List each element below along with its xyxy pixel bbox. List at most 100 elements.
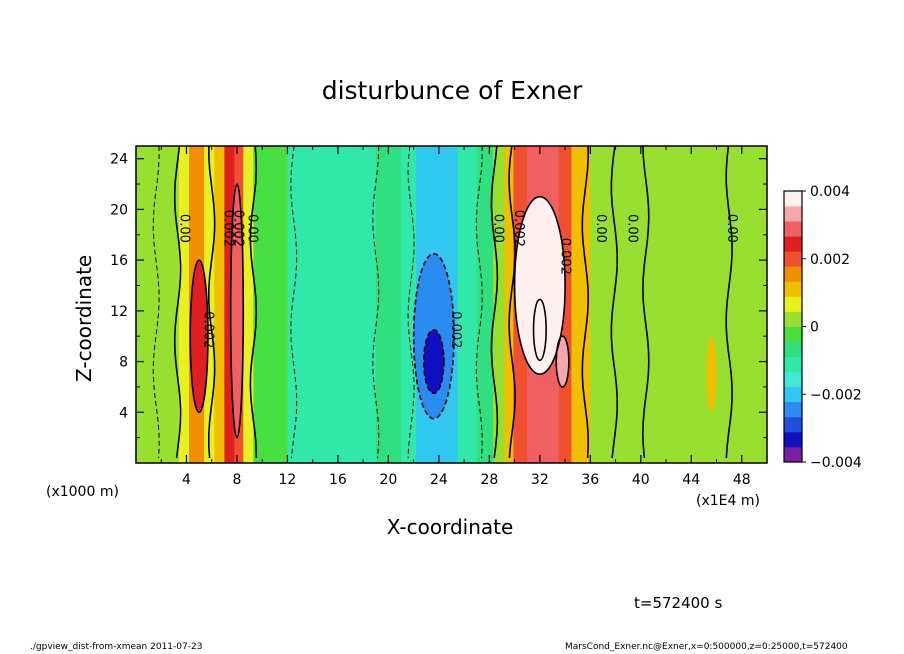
- heatmap-band: [224, 146, 235, 463]
- footer-left: ./gpview_dist-from-xmean 2011-07-23: [30, 642, 203, 652]
- contour-loop: [412, 252, 455, 420]
- colorbar-segment: [784, 326, 802, 342]
- colorbar-segment: [784, 251, 802, 267]
- contour-label: 0.002: [511, 210, 526, 247]
- heatmap-band: [136, 146, 167, 463]
- contour-label: 0.002: [558, 238, 573, 275]
- x-tick-label: 12: [279, 472, 297, 488]
- y-tick-label: 12: [110, 304, 128, 320]
- colorbar-segment: [784, 206, 802, 222]
- contour-loop: [189, 259, 209, 414]
- contour-line: [725, 146, 733, 459]
- chart-title: disturbunce of Exner: [321, 76, 583, 105]
- colorbar-segment: [784, 416, 802, 433]
- contour-label: 0.00: [176, 214, 191, 243]
- heatmap-band: [178, 146, 190, 463]
- contour-label: 0.00: [245, 214, 260, 243]
- x-tick-label: 36: [581, 472, 599, 488]
- contour-line-negative: [407, 146, 415, 459]
- heatmap-cell: [556, 336, 569, 387]
- contour-line-negative: [475, 146, 483, 459]
- contour-line: [208, 146, 216, 459]
- colorbar-segment: [784, 371, 802, 388]
- x-tick-label: 48: [733, 472, 751, 488]
- colorbar-segment: [784, 431, 802, 448]
- colorbar-segment: [784, 341, 802, 358]
- time-label: t=572400 s: [634, 594, 723, 612]
- contour-line: [249, 146, 258, 459]
- contour-label: 0.002: [221, 210, 236, 247]
- colorbar-tick-label: 0.004: [810, 184, 850, 200]
- heatmap-cell: [533, 299, 547, 361]
- x-tick-label: 20: [379, 472, 397, 488]
- colorbar-segment: [784, 386, 802, 403]
- heatmap-band: [493, 146, 506, 463]
- heatmap-band: [457, 146, 478, 463]
- contour-label: 0.002: [448, 311, 463, 348]
- x-tick-label: 40: [632, 472, 650, 488]
- y-tick-label: 20: [110, 202, 128, 218]
- colorbar-tick-label: −0.002: [810, 387, 862, 403]
- y-tick-label: 4: [119, 405, 128, 421]
- contour-line: [508, 146, 516, 459]
- contour-line-negative: [372, 146, 380, 459]
- heatmap-band: [401, 146, 417, 463]
- x-tick-label: 32: [531, 472, 549, 488]
- heatmap-cell: [190, 260, 208, 413]
- colorbar-segment: [784, 311, 802, 327]
- contour-loop: [229, 183, 245, 439]
- contour-label: 0.00: [491, 214, 506, 243]
- x-tick-label: 28: [480, 472, 498, 488]
- colorbar-tick-label: 0.002: [810, 252, 850, 268]
- colorbar-segment: [784, 266, 802, 282]
- heatmap-band: [504, 146, 514, 463]
- heatmap-band: [243, 146, 254, 463]
- x-tick-label: 4: [182, 472, 191, 488]
- contour-loop: [513, 195, 566, 376]
- heatmap-band: [476, 146, 494, 463]
- colorbar-tick-label: −0.004: [810, 455, 862, 471]
- y-tick-label: 24: [110, 152, 128, 168]
- colorbar-segment: [784, 296, 802, 312]
- contour-line: [173, 146, 182, 459]
- x-unit-note: (x1E4 m): [696, 493, 760, 509]
- contour-label: 0.002: [200, 311, 215, 348]
- colorbar-segment: [784, 356, 802, 373]
- x-tick-label: 44: [682, 472, 700, 488]
- heatmap-band: [214, 146, 225, 463]
- contour-line: [581, 146, 590, 459]
- contour-loop: [555, 335, 570, 388]
- contour-line: [490, 146, 499, 459]
- contour-label: 0.00: [593, 214, 608, 243]
- contour-label: 0.002: [231, 210, 246, 247]
- contour-line: [610, 146, 618, 459]
- x-tick-label: 8: [232, 472, 241, 488]
- heatmap-cell: [514, 196, 566, 375]
- y-unit-note: (x1000 m): [46, 484, 119, 500]
- x-tick-label: 16: [329, 472, 347, 488]
- heatmap-cell: [423, 329, 444, 394]
- heatmap-fill: [136, 146, 767, 463]
- contour-line-negative: [152, 146, 160, 459]
- contour-line: [641, 146, 650, 459]
- colorbar-segment: [784, 221, 802, 237]
- y-tick-label: 8: [119, 355, 128, 371]
- contour-line-negative: [290, 146, 298, 459]
- contour-label: 0.00: [624, 214, 639, 243]
- heatmap-cell: [230, 184, 244, 438]
- contour-label: 0.00: [724, 214, 739, 243]
- x-axis-label: X-coordinate: [386, 515, 514, 539]
- heatmap-band: [615, 146, 767, 463]
- y-tick-label: 16: [110, 253, 128, 269]
- colorbar-segment: [784, 446, 802, 463]
- colorbar-segment: [784, 236, 802, 252]
- footer-right: MarsCond_Exner.nc@Exner,x=0:500000,z=0:2…: [565, 642, 848, 652]
- colorbar-segment: [784, 281, 802, 297]
- plot-frame: [135, 145, 768, 464]
- contour-loop: [422, 329, 445, 395]
- heatmap-band: [253, 146, 288, 463]
- colorbar-tick-label: 0: [810, 320, 819, 336]
